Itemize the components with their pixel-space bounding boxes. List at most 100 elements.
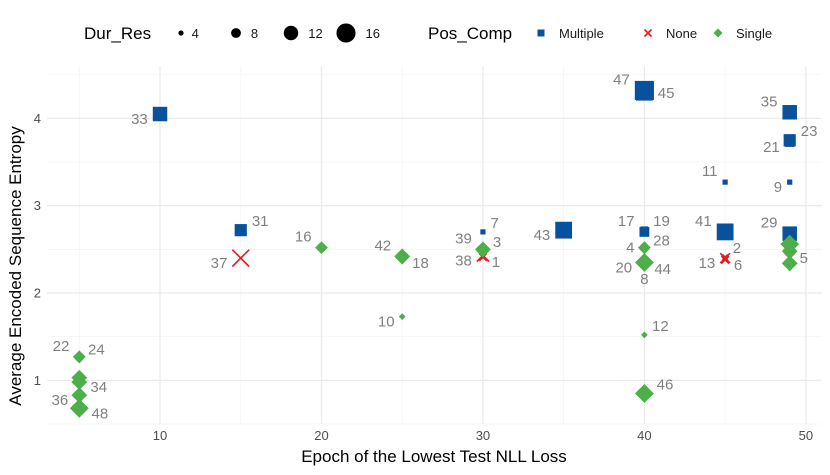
point-19 (640, 226, 649, 234)
point-label: 48 (92, 405, 109, 422)
point-unlabeled (781, 255, 798, 272)
y-axis-title: Average Encoded Sequence Entropy (6, 126, 25, 406)
point-label: 23 (801, 123, 818, 140)
point-label: 7 (491, 215, 499, 232)
point-label: 38 (455, 252, 472, 269)
point-label: 45 (658, 85, 675, 102)
point-label: 17 (618, 213, 635, 230)
point-label: 20 (615, 259, 632, 276)
size-legend-label: 12 (308, 26, 322, 41)
point-28 (639, 244, 650, 255)
point-label: 4 (626, 240, 634, 257)
point-37 (231, 249, 250, 268)
shape-legend-title: Pos_Comp (428, 24, 512, 43)
size-legend-label: 16 (366, 26, 380, 41)
point-43 (555, 221, 573, 239)
size-legend-title: Dur_Res (84, 24, 151, 43)
x-tick-label: 50 (799, 428, 813, 443)
x-axis-title: Epoch of the Lowest Test NLL Loss (301, 447, 567, 466)
point-label: 35 (761, 93, 778, 110)
point-12 (641, 331, 648, 339)
point-label: 24 (88, 342, 105, 359)
point-label: 29 (761, 215, 778, 232)
legend: Dur_Res 4 8 12 16 Pos_Comp Multiple None Sing… (84, 23, 772, 43)
point-7 (480, 229, 486, 235)
point-label: 43 (534, 227, 551, 244)
point-unlabeled (781, 243, 798, 260)
point-label: 8 (640, 271, 648, 288)
point-34 (71, 374, 88, 390)
x-tick-label: 30 (476, 428, 490, 443)
point-31 (234, 224, 247, 237)
point-label: 2 (733, 240, 741, 257)
y-tick-label: 3 (34, 198, 41, 213)
point-label: 3 (493, 234, 501, 251)
point-label: 47 (613, 71, 630, 88)
size-legend-label: 4 (192, 26, 199, 41)
point-label: 34 (90, 379, 107, 396)
point-10 (398, 313, 406, 320)
point-label: 39 (455, 230, 472, 247)
point-label: 33 (131, 111, 148, 128)
point-48 (69, 398, 89, 418)
point-label: 6 (734, 257, 742, 274)
point-label: 18 (412, 255, 429, 272)
legend-none-icon (643, 28, 653, 38)
point-label: 44 (654, 261, 671, 278)
point-36 (71, 387, 88, 404)
point-label: 41 (695, 213, 712, 230)
point-label: 1 (492, 254, 500, 271)
y-tick-label: 4 (34, 111, 41, 126)
point-2 (721, 254, 729, 261)
point-label: 46 (657, 376, 674, 393)
point-label: 16 (295, 229, 312, 246)
point-24 (74, 353, 85, 364)
point-35 (782, 105, 797, 120)
shape-legend-label: Multiple (559, 26, 604, 41)
shape-legend-label: Single (736, 26, 772, 41)
point-41 (716, 223, 734, 241)
point-9 (787, 179, 793, 185)
point-16 (315, 241, 328, 255)
size-legend-circle (178, 30, 184, 36)
legend-single-icon (713, 28, 723, 38)
point-label: 37 (211, 255, 228, 272)
point-11 (722, 179, 728, 185)
x-tick-label: 20 (314, 428, 328, 443)
point-label: 21 (763, 139, 780, 156)
point-label: 13 (699, 255, 716, 272)
size-legend-items: 4 8 12 16 (178, 23, 380, 43)
point-label: 5 (800, 250, 808, 267)
point-label: 36 (52, 392, 69, 409)
shape-legend-items: Multiple None Single (537, 26, 772, 41)
point-label: 10 (378, 314, 395, 331)
data-points (69, 80, 800, 418)
y-tick-label: 2 (34, 286, 41, 301)
size-legend-circle (336, 23, 356, 43)
point-45 (635, 83, 653, 101)
point-33 (152, 106, 168, 122)
point-label: 22 (53, 338, 70, 355)
point-label: 12 (652, 318, 669, 335)
size-legend-circle (231, 28, 241, 38)
point-21 (784, 137, 795, 147)
point-label: 42 (374, 237, 391, 254)
point-18 (395, 251, 409, 265)
point-label: 11 (702, 163, 718, 180)
point-label: 28 (653, 232, 670, 249)
shape-legend-label: None (666, 26, 697, 41)
x-tick-label: 40 (637, 428, 651, 443)
point-label: 19 (653, 213, 670, 230)
point-29 (782, 226, 797, 241)
point-46 (634, 384, 654, 403)
x-tick-label: 10 (153, 428, 167, 443)
point-8 (641, 263, 648, 271)
size-legend-circle (283, 25, 299, 41)
legend-multiple-icon (537, 29, 545, 37)
point-3 (476, 244, 490, 258)
point-label: 31 (252, 213, 269, 230)
point-6 (720, 255, 730, 265)
